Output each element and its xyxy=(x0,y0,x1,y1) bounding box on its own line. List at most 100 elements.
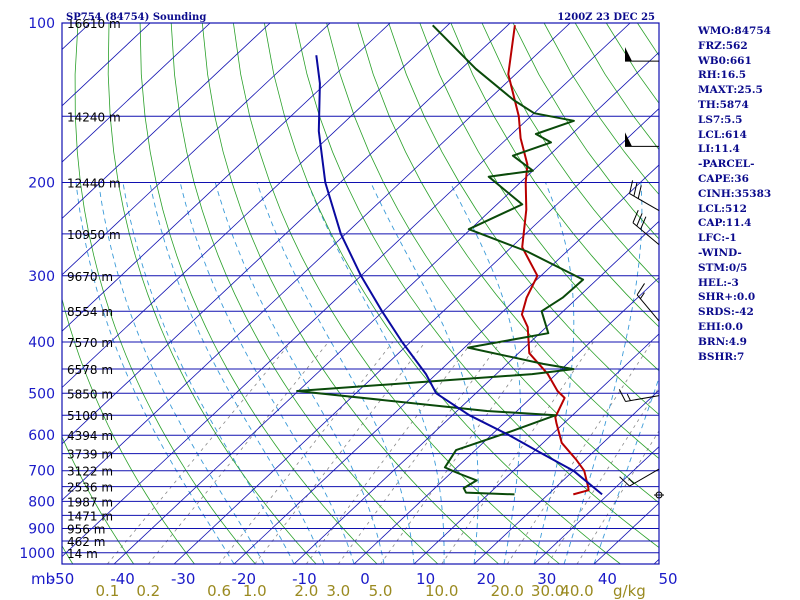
wind-barb-pennant xyxy=(625,47,632,62)
wind-barb-flag xyxy=(636,213,643,227)
wind-barb xyxy=(619,468,660,487)
moist-adiabat-line xyxy=(449,182,522,564)
mixing-ratio-label: 3.0 xyxy=(326,582,350,600)
mixing-ratio-label: 5.0 xyxy=(369,582,393,600)
wind-barb xyxy=(654,491,664,499)
dry-adiabat-line xyxy=(107,23,317,564)
isotherm-line xyxy=(413,333,659,564)
height-labels: 16610 m 14240 m 12440 m 10950 m 9670 m 8554 m… xyxy=(67,17,121,561)
height-label: 14 m xyxy=(67,547,98,561)
index-line: SHR+:0.0 xyxy=(698,291,756,304)
wind-barbs xyxy=(618,47,664,499)
moist-adiabat-line xyxy=(149,182,325,564)
index-line: STM:0/5 xyxy=(698,261,748,274)
dry-adiabat-line xyxy=(201,23,499,564)
dry-adiabat-line xyxy=(62,297,195,564)
height-label: 1987 m xyxy=(67,495,113,509)
wind-barb-flag xyxy=(618,389,626,402)
wind-barb xyxy=(629,180,660,212)
isotherm-line xyxy=(473,389,659,564)
height-label: 6578 m xyxy=(67,363,113,377)
isotherms xyxy=(62,23,659,564)
index-line: LFC:-1 xyxy=(698,232,737,245)
temperature-line xyxy=(507,25,590,496)
temperature-label: -50 xyxy=(50,570,75,588)
pressure-label: 1000 xyxy=(19,546,55,562)
dry-adiabat-line xyxy=(481,23,659,284)
isotherm-line xyxy=(62,23,211,163)
wind-barb xyxy=(636,283,660,322)
height-label: 4394 m xyxy=(67,429,113,443)
moist-adiabat-line xyxy=(533,182,575,564)
height-label: 2536 m xyxy=(67,481,113,495)
moist-adiabat-line xyxy=(179,182,355,564)
isobars xyxy=(62,23,659,564)
wind-barb xyxy=(618,389,660,402)
dry-adiabat-line xyxy=(233,23,560,564)
index-line: CINH:35383 xyxy=(698,187,772,200)
parcel-line xyxy=(315,55,603,496)
mixing-ratio-line xyxy=(147,341,329,564)
dewpoint-line xyxy=(296,24,585,496)
isotherm-line xyxy=(62,23,571,501)
index-line: BRN:4.9 xyxy=(698,335,747,348)
indices-panel: WMO:84754 FRZ:562 WB0:661 RH:16.5 MAXT:25.5 T… xyxy=(698,24,798,364)
wind-barb-staff xyxy=(629,193,660,212)
isotherm-line xyxy=(353,277,659,564)
height-label: 3739 m xyxy=(67,448,113,462)
temperature-labels: -50 -40 -30 -20 -10 0 10 20 30 40 50 xyxy=(50,570,678,588)
mixing-ratio-unit-label: g/kg xyxy=(613,582,646,600)
sounding-series xyxy=(296,24,603,496)
index-line: EHI:0.0 xyxy=(698,320,743,333)
isotherm-line xyxy=(62,23,451,389)
pressure-label: 100 xyxy=(28,16,55,32)
chart-title: SP754 (84754) Sounding xyxy=(66,12,206,23)
mixing-ratio-line xyxy=(547,386,659,564)
plot-frame xyxy=(61,22,660,565)
mixing-ratio-label: 0.6 xyxy=(207,582,231,600)
mixing-ratio-label: 0.1 xyxy=(95,582,119,600)
wind-barb-staff xyxy=(636,294,660,322)
wind-barb-flag xyxy=(636,283,645,296)
isotherm-line xyxy=(233,164,659,564)
moist-adiabat-line xyxy=(122,182,295,564)
height-label: 9670 m xyxy=(67,270,113,284)
wind-barb xyxy=(632,210,660,245)
pressure-label: 600 xyxy=(28,428,55,444)
height-label: 7570 m xyxy=(67,336,113,350)
chart-time: 1200Z 23 DEC 25 xyxy=(557,12,655,23)
mixing-ratio-label: 0.2 xyxy=(136,582,160,600)
mixing-ratio-line xyxy=(218,341,394,564)
pressure-label: 500 xyxy=(28,386,55,402)
wind-barb-flag xyxy=(629,180,634,194)
index-line: LI:11.4 xyxy=(698,143,740,156)
index-line: FRZ:562 xyxy=(698,39,748,52)
wind-barb-halfflag xyxy=(628,478,635,484)
height-label: 8554 m xyxy=(67,305,113,319)
height-label: 462 m xyxy=(67,535,105,549)
index-line: CAPE:36 xyxy=(698,172,749,185)
temperature-label: 50 xyxy=(658,570,677,588)
index-line: LS7:5.5 xyxy=(698,113,743,126)
index-line: LCL:512 xyxy=(698,202,747,215)
dry-adiabats xyxy=(62,23,659,564)
pressure-label: 800 xyxy=(28,494,55,510)
dry-adiabat-line xyxy=(264,23,621,564)
height-label: 956 m xyxy=(67,523,105,537)
wind-barb-flag xyxy=(632,210,639,223)
index-line: -PARCEL- xyxy=(698,158,755,171)
dry-adiabat-line xyxy=(170,23,439,564)
height-label: 3122 m xyxy=(67,465,113,479)
index-line: TH:5874 xyxy=(698,98,749,111)
mixing-ratio-label: 1.0 xyxy=(243,582,267,600)
index-line: WB0:661 xyxy=(698,54,752,67)
dry-adiabat-line xyxy=(419,23,659,372)
dry-adiabat-line xyxy=(326,23,659,504)
mixing-ratio-label: 10.0 xyxy=(425,582,458,600)
pressure-labels: 100 200 300 400 500 600 700 800 900 1000 xyxy=(19,16,55,562)
moist-adiabats xyxy=(75,182,659,564)
pressure-label: 900 xyxy=(28,522,55,538)
wind-barb-flag xyxy=(633,182,638,197)
temperature-label: -10 xyxy=(292,570,317,588)
